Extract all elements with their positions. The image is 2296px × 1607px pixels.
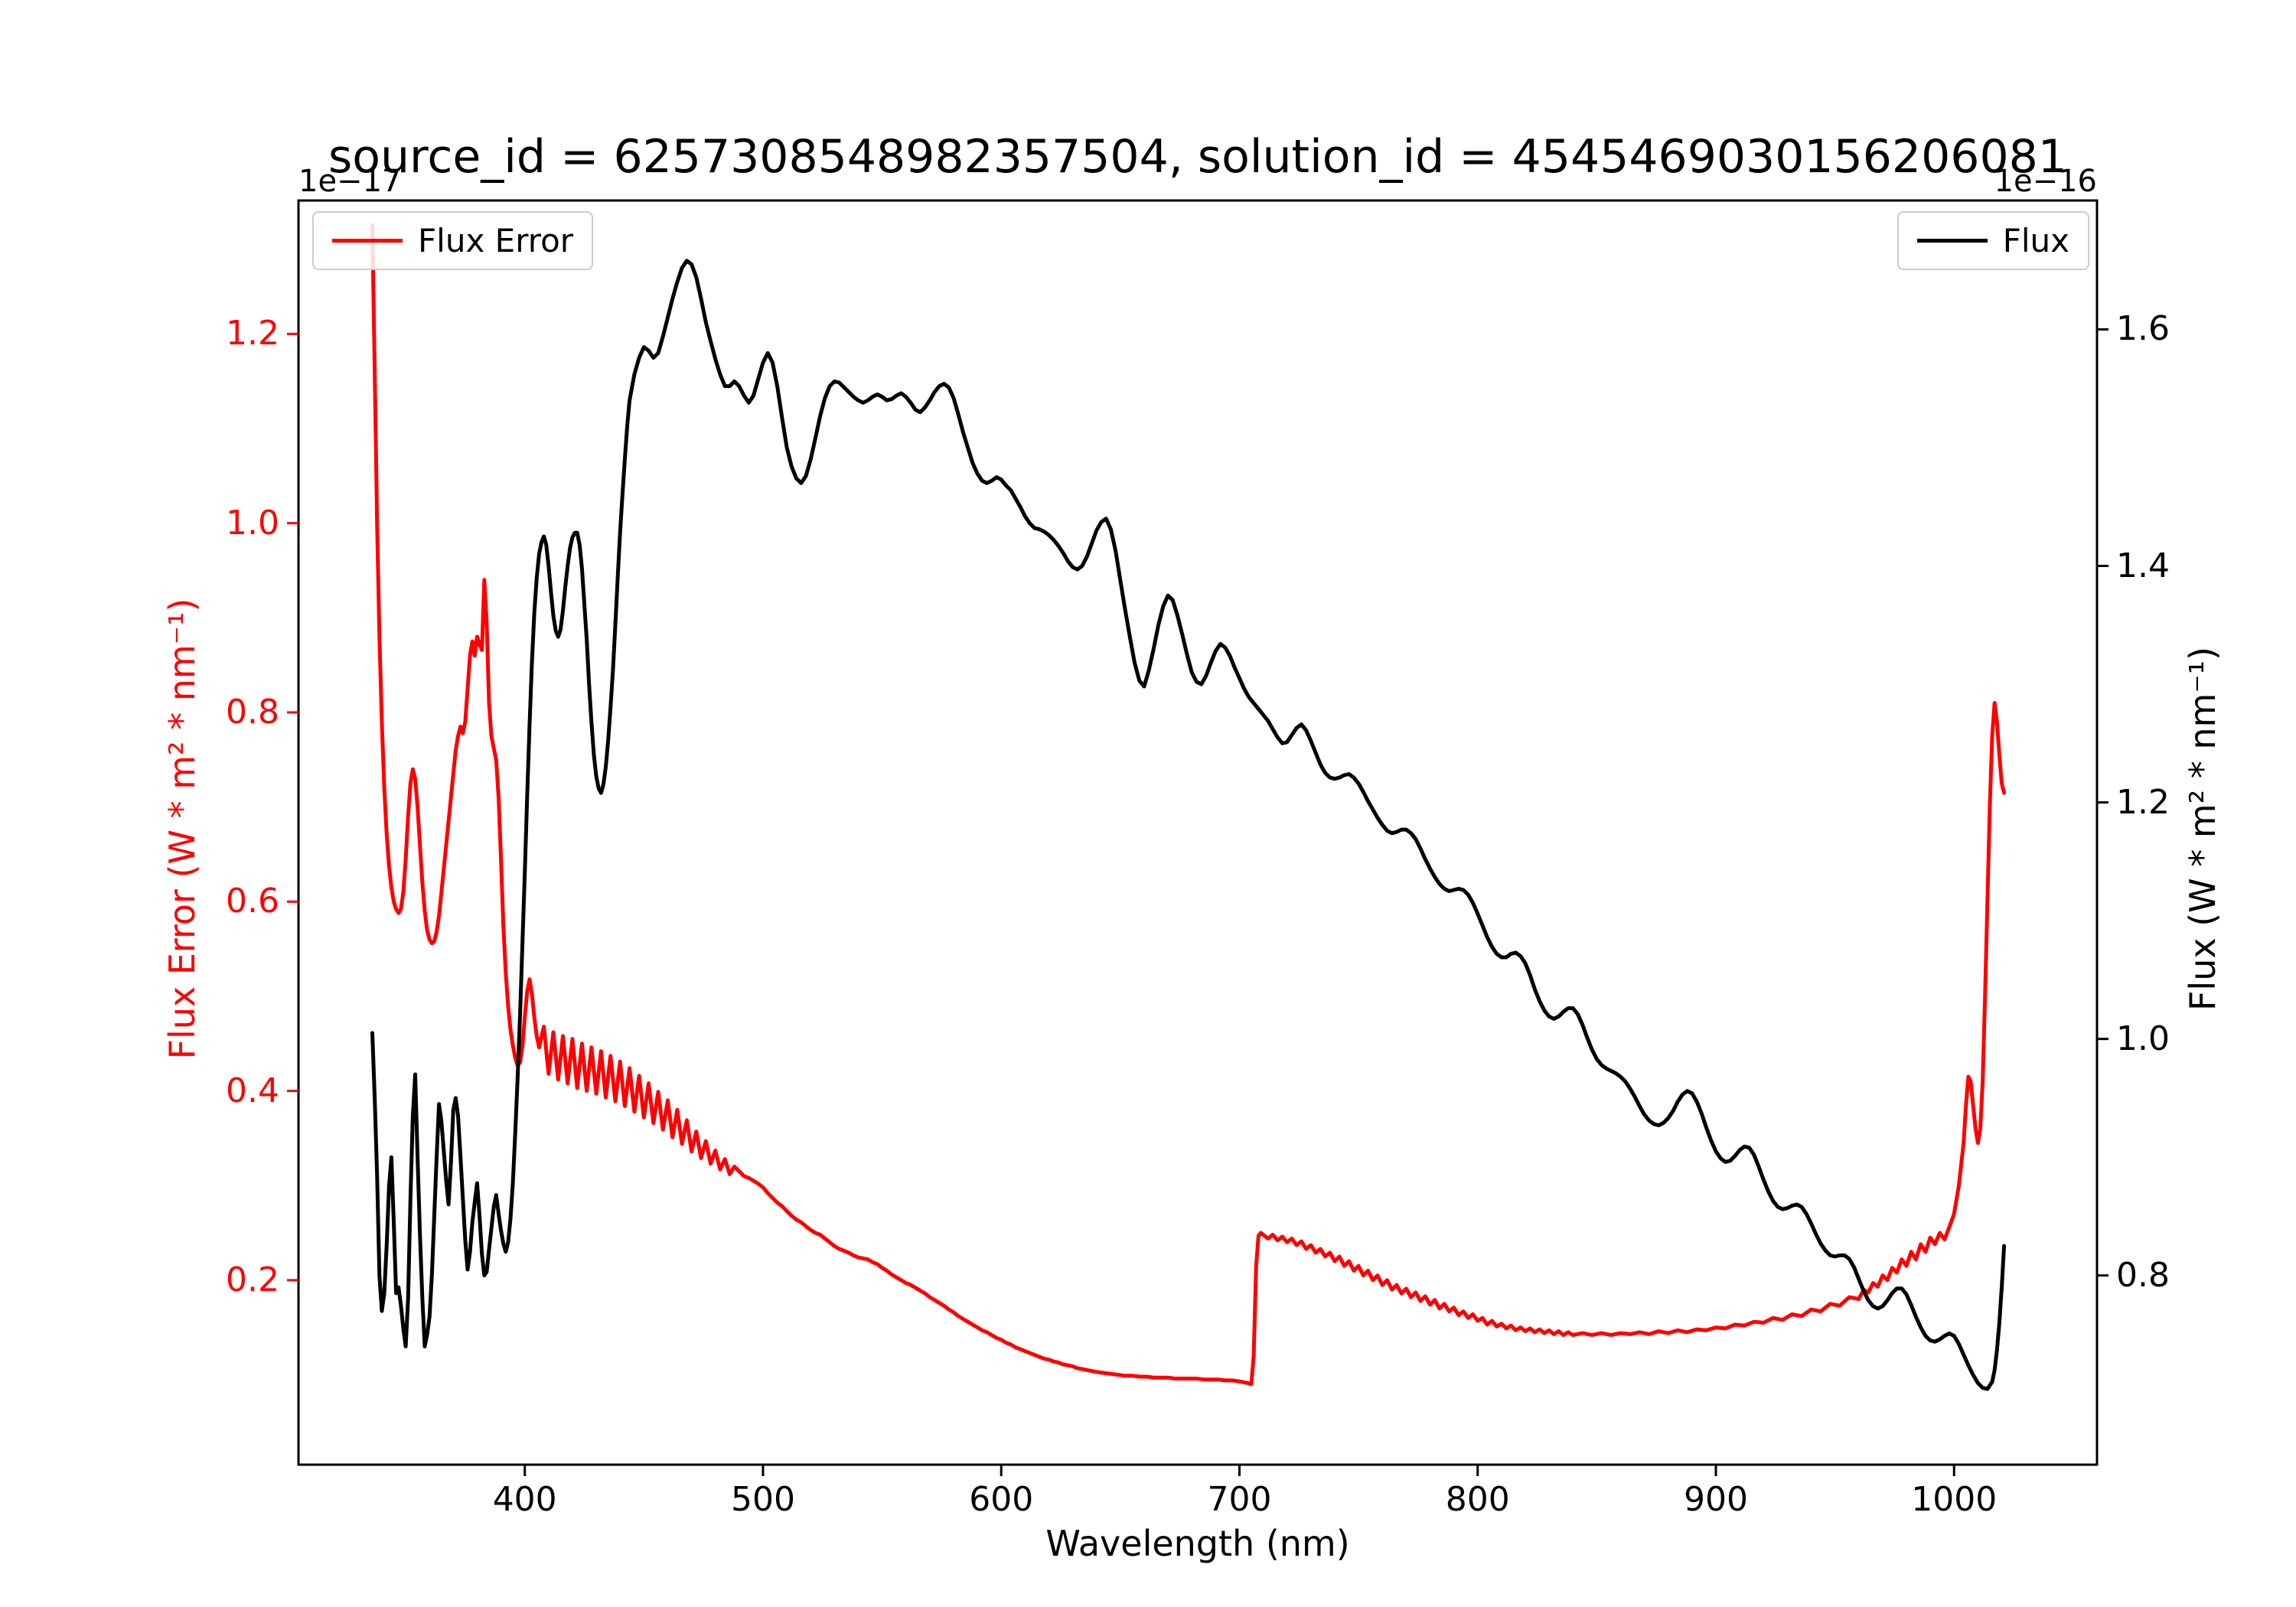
x-tick-label: 600 bbox=[969, 1480, 1034, 1519]
chart-title: source_id = 6257308548982357504, solutio… bbox=[328, 130, 2067, 184]
legend-label-flux: Flux bbox=[2002, 222, 2069, 259]
x-tick-label: 1000 bbox=[1911, 1480, 1998, 1519]
right-y-tick-label: 1.6 bbox=[2116, 309, 2170, 349]
right-axis-offset-text: 1e−16 bbox=[1994, 164, 2097, 199]
right-y-tick-label: 1.0 bbox=[2116, 1019, 2170, 1058]
legend-flux: Flux bbox=[1896, 211, 2089, 270]
left-y-tick-label: 0.6 bbox=[226, 882, 279, 921]
x-tick-label: 400 bbox=[492, 1480, 557, 1519]
x-tick-label: 700 bbox=[1207, 1480, 1272, 1519]
x-tick-label: 800 bbox=[1445, 1480, 1510, 1519]
left-y-tick-label: 0.8 bbox=[226, 692, 279, 732]
right-y-tick-label: 0.8 bbox=[2116, 1255, 2170, 1295]
left-y-tick-label: 0.2 bbox=[226, 1260, 279, 1299]
series-line-flux-error bbox=[370, 223, 2007, 1387]
x-tick-label: 900 bbox=[1683, 1480, 1748, 1519]
legend-label-flux-error: Flux Error bbox=[418, 222, 574, 259]
left-y-tick-label: 0.4 bbox=[226, 1071, 279, 1110]
legend-flux-error: Flux Error bbox=[312, 211, 594, 270]
right-y-tick-label: 1.4 bbox=[2116, 546, 2170, 585]
left-y-tick-label: 1.0 bbox=[226, 503, 279, 543]
legend-line-flux bbox=[1916, 239, 1988, 243]
right-y-tick-label: 1.2 bbox=[2116, 782, 2170, 822]
legend-line-flux-error bbox=[332, 239, 403, 243]
x-axis-label: Wavelength (nm) bbox=[1045, 1523, 1350, 1564]
x-tick-label: 500 bbox=[730, 1480, 795, 1519]
plot-border bbox=[297, 199, 2099, 1466]
left-axis-offset-text: 1e−17 bbox=[298, 164, 402, 199]
left-y-tick-label: 1.2 bbox=[226, 314, 279, 354]
series-line-flux bbox=[370, 259, 2007, 1391]
